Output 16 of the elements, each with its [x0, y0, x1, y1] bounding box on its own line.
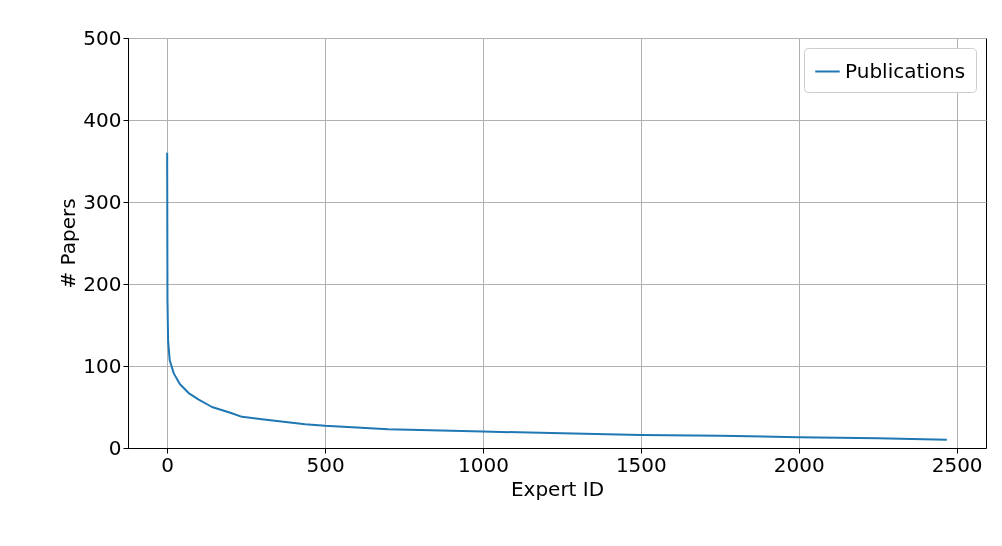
y-tick-label: 100 — [83, 353, 122, 378]
y-tick-label: 500 — [83, 25, 122, 50]
y-tick-label: 0 — [108, 435, 122, 460]
y-tick-label: 300 — [83, 189, 122, 214]
x-tick-label: 2000 — [773, 452, 825, 477]
y-axis-title: # Papers — [56, 198, 81, 289]
y-tick-label: 400 — [83, 107, 122, 132]
x-tick-label: 1500 — [615, 452, 667, 477]
line-series — [166, 151, 948, 441]
y-tick-label: 200 — [83, 271, 122, 296]
legend-label: Publications — [845, 58, 966, 83]
x-tick-label: 1000 — [457, 452, 509, 477]
x-tick-label: 2500 — [931, 452, 983, 477]
x-axis-title: Expert ID — [510, 476, 605, 501]
x-tick-label: 0 — [161, 452, 175, 477]
x-tick-label: 500 — [306, 452, 345, 477]
